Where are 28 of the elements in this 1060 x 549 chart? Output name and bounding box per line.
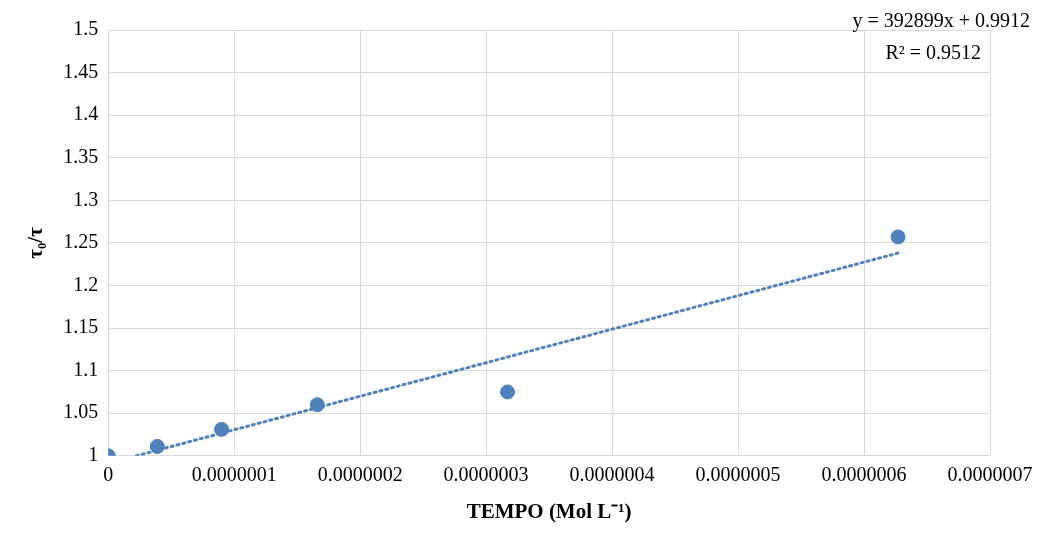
x-tick-label: 0.0000001 [191, 463, 277, 486]
y-axis-title: τ₀/τ [23, 226, 48, 259]
point [309, 397, 325, 413]
y-tick-label: 1 [88, 443, 99, 466]
point [500, 384, 516, 400]
y-tick-label: 1.1 [73, 357, 99, 380]
y-tick-label: 1.3 [73, 187, 99, 210]
y-tick-label: 1.4 [73, 102, 99, 125]
x-tick-label: 0.0000003 [443, 463, 529, 486]
annotation: R² = 0.9512 [885, 41, 981, 64]
y-tick-label: 1.15 [63, 315, 99, 338]
y-tick-label: 1.25 [63, 230, 99, 253]
y-tick-label: 1.05 [63, 400, 99, 423]
x-tick-label: 0 [103, 463, 114, 486]
point [149, 438, 165, 454]
x-axis-title: TEMPO (Mol L⁻¹) [466, 498, 632, 523]
y-tick-label: 1.45 [63, 59, 99, 82]
x-tick-label: 0.0000006 [821, 463, 907, 486]
y-tick-label: 1.2 [73, 272, 99, 295]
y-tick-label: 1.35 [63, 144, 99, 167]
x-tick-label: 0.0000002 [317, 463, 403, 486]
annotation: y = 392899x + 0.9912 [852, 9, 1030, 33]
x-tick-label: 0.0000004 [569, 463, 655, 486]
point [890, 229, 906, 245]
x-tick-label: 0.0000005 [695, 463, 781, 486]
x-tick-label: 0.0000007 [947, 463, 1033, 486]
point [214, 421, 230, 437]
y-tick-label: 1.5 [73, 17, 99, 40]
